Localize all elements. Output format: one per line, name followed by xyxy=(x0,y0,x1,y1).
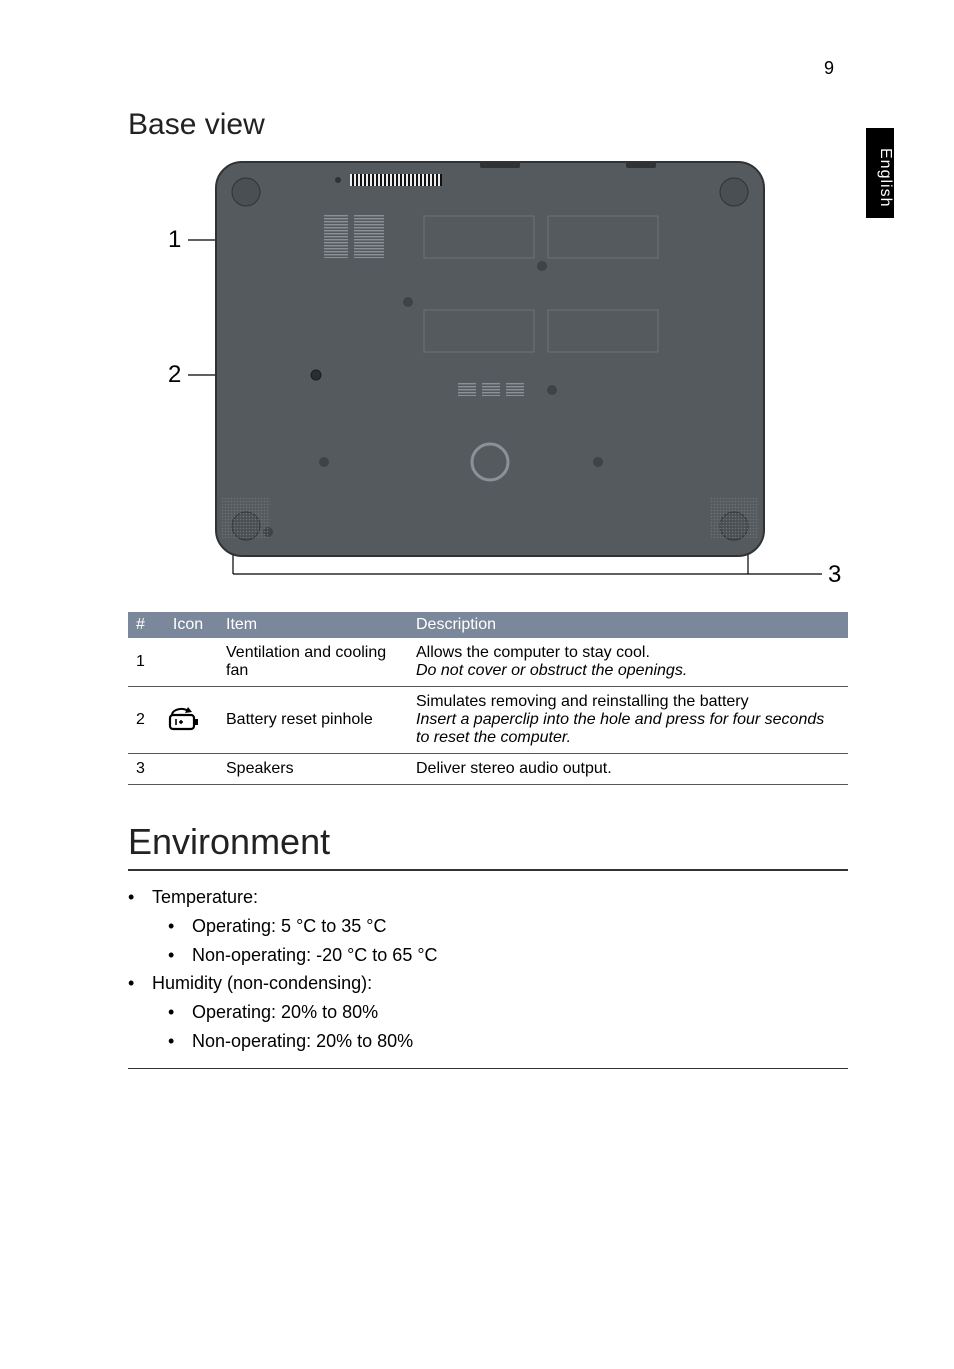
cell-icon xyxy=(158,687,218,754)
cell-desc: Allows the computer to stay cool. Do not… xyxy=(408,638,848,687)
cell-icon xyxy=(158,754,218,785)
environment-list: Temperature: Operating: 5 °C to 35 °C No… xyxy=(128,883,848,1056)
cell-num: 1 xyxy=(128,638,158,687)
table-header-row: # Icon Item Description xyxy=(128,612,848,638)
th-num: # xyxy=(128,612,158,638)
desc-line1: Allows the computer to stay cool. xyxy=(416,644,650,661)
list-item: Non-operating: 20% to 80% xyxy=(128,1027,848,1056)
mid-vents xyxy=(458,382,524,396)
cell-icon xyxy=(158,638,218,687)
laptop-body xyxy=(216,162,764,556)
desc-line1: Deliver stereo audio output. xyxy=(416,760,612,777)
divider xyxy=(128,869,848,871)
divider xyxy=(128,1068,848,1069)
list-item: Temperature: xyxy=(128,883,848,912)
cell-desc: Simulates removing and reinstalling the … xyxy=(408,687,848,754)
table-row: 2 Battery reset pinhole Simulates removi… xyxy=(128,687,848,754)
language-tab: English xyxy=(866,128,894,218)
cell-desc: Deliver stereo audio output. xyxy=(408,754,848,785)
desc-line1: Simulates removing and reinstalling the … xyxy=(416,693,749,710)
diagram-label-2: 2 xyxy=(168,361,181,388)
list-item: Humidity (non-condensing): xyxy=(128,969,848,998)
table-row: 3 Speakers Deliver stereo audio output. xyxy=(128,754,848,785)
battery-reset-icon xyxy=(166,707,204,733)
speaker-left xyxy=(222,498,270,538)
desc-line2: Do not cover or obstruct the openings. xyxy=(416,662,687,679)
base-view-heading: Base view xyxy=(128,108,848,142)
th-desc: Description xyxy=(408,612,848,638)
th-item: Item xyxy=(218,612,408,638)
base-view-diagram: 1 2 3 xyxy=(128,152,848,612)
environment-heading: Environment xyxy=(128,821,848,863)
table-row: 1 Ventilation and cooling fan Allows the… xyxy=(128,638,848,687)
list-item: Non-operating: -20 °C to 65 °C xyxy=(128,941,848,970)
th-icon: Icon xyxy=(158,612,218,638)
cell-num: 2 xyxy=(128,687,158,754)
diagram-label-3: 3 xyxy=(828,561,841,588)
battery-reset-pinhole xyxy=(311,370,321,380)
cell-item: Speakers xyxy=(218,754,408,785)
barcode-strip xyxy=(335,174,442,186)
list-item: Operating: 5 °C to 35 °C xyxy=(128,912,848,941)
ventilation-grille xyxy=(324,214,384,258)
desc-line2: Insert a paperclip into the hole and pre… xyxy=(416,711,824,746)
cell-item: Ventilation and cooling fan xyxy=(218,638,408,687)
speaker-right xyxy=(710,498,758,538)
cell-item: Battery reset pinhole xyxy=(218,687,408,754)
laptop-base-svg: 1 2 3 xyxy=(128,152,848,612)
page-number: 9 xyxy=(824,58,834,79)
base-view-table: # Icon Item Description 1 Ventilation an… xyxy=(128,612,848,785)
cell-num: 3 xyxy=(128,754,158,785)
page-content: Base view 1 2 3 xyxy=(128,108,848,1069)
diagram-label-1: 1 xyxy=(168,226,181,253)
list-item: Operating: 20% to 80% xyxy=(128,998,848,1027)
